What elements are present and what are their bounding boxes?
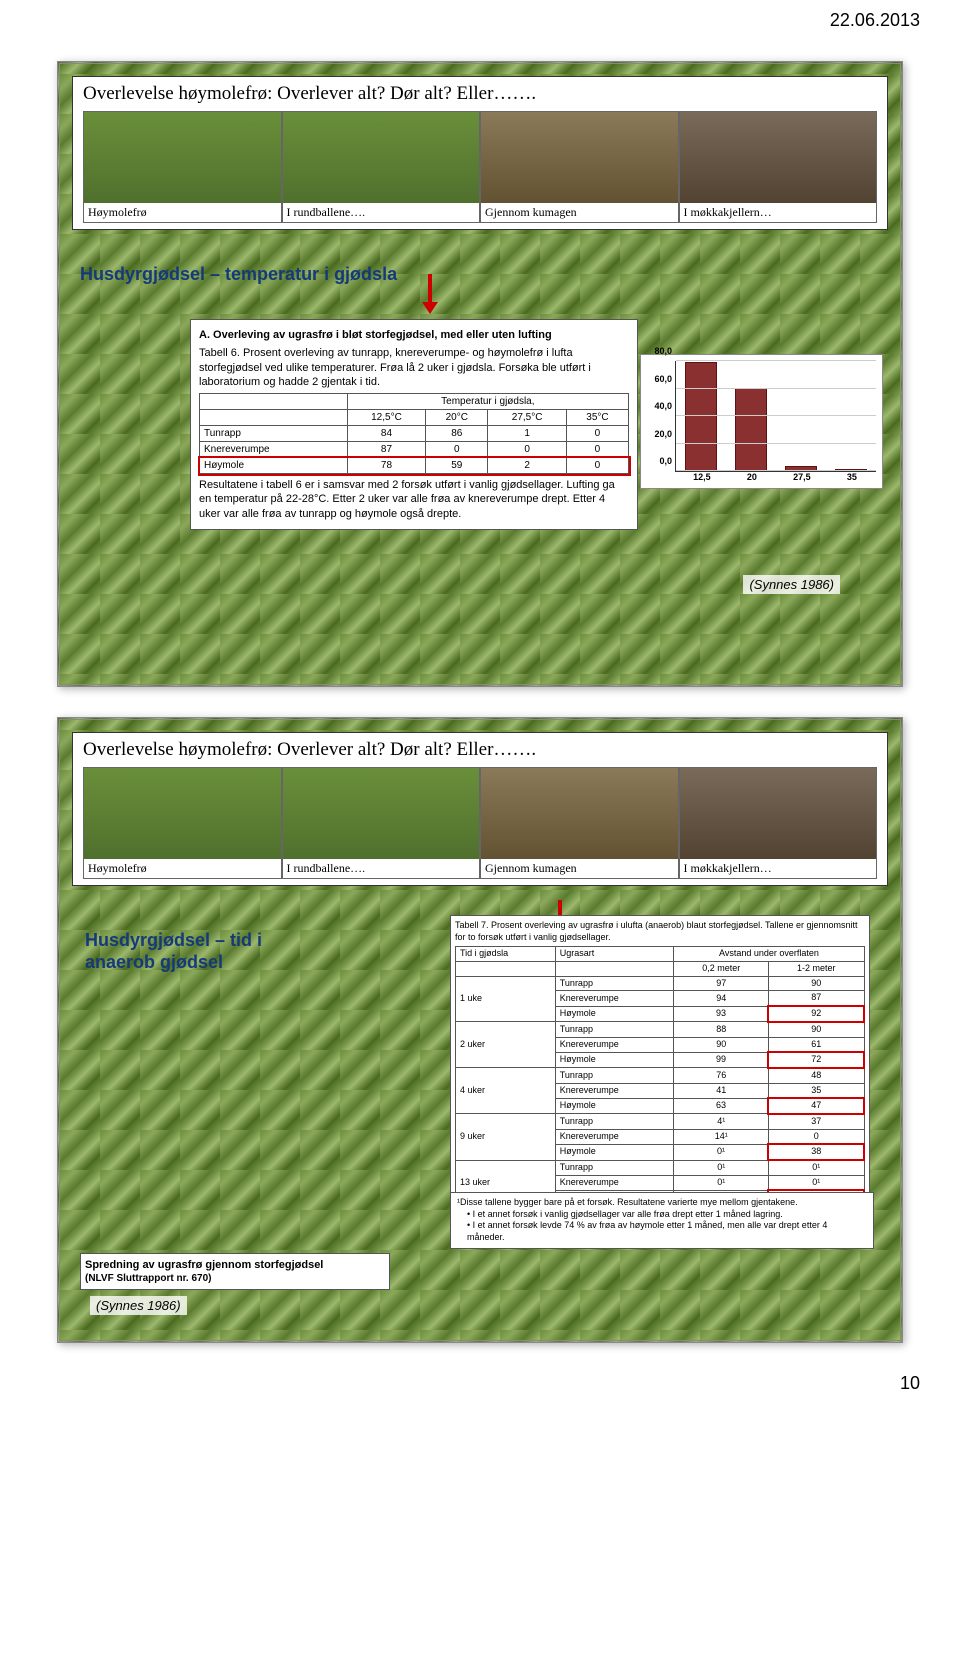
page-number: 10	[0, 1373, 960, 1414]
photo-hoymolefro: Høymolefrø	[83, 111, 282, 223]
photo-caption: Høymolefrø	[84, 859, 281, 878]
slide-header: Overlevelse høymolefrø: Overlever alt? D…	[72, 76, 888, 230]
table-caption: Tabell 6. Prosent overleving av tunrapp,…	[199, 346, 629, 389]
header-title: Overlevelse høymolefrø: Overlever alt? D…	[83, 83, 877, 105]
footnote: I et annet forsøk i vanlig gjødsellager …	[473, 1209, 783, 1219]
photo-rundballene: I rundballene….	[282, 111, 481, 223]
citation-1: (Synnes 1986)	[743, 575, 840, 594]
photo-kumagen-2: Gjennom kumagen	[480, 767, 679, 879]
photo-caption: I rundballene….	[283, 859, 480, 878]
photo-caption: I møkkakjellern…	[680, 203, 877, 222]
slide-1: Overlevelse høymolefrø: Overlever alt? D…	[57, 61, 903, 687]
photo-mokkakjellern: I møkkakjellern…	[679, 111, 878, 223]
chart-area: 0,020,040,060,080,0	[675, 361, 876, 472]
bar-chart: 0,020,040,060,080,0 12,52027,535	[640, 354, 883, 489]
spredning-title: Spredning av ugrasfrø gjennom storfegjød…	[85, 1258, 385, 1272]
result-text: Resultatene i tabell 6 er i samsvar med …	[199, 478, 629, 521]
spredning-sub: (NLVF Sluttrapport nr. 670)	[85, 1272, 385, 1285]
th: Avstand under overflaten	[674, 947, 864, 962]
subth: 0,2 meter	[674, 962, 769, 977]
slide2-title: Husdyrgjødsel – tid i anaerob gjødsel	[85, 930, 285, 973]
slide-2: Overlevelse høymolefrø: Overlever alt? D…	[57, 717, 903, 1343]
spredning-block: Spredning av ugrasfrø gjennom storfegjød…	[80, 1253, 390, 1290]
chart-bars	[676, 361, 876, 471]
table-7: Tid i gjødsla Ugrasart Avstand under ove…	[455, 946, 865, 1207]
footnotes: ¹Disse tallene bygger bare på et forsøk.…	[450, 1192, 874, 1249]
citation-2: (Synnes 1986)	[90, 1296, 187, 1315]
photo-row-2: Høymolefrø I rundballene…. Gjennom kumag…	[83, 767, 877, 879]
section-heading: A. Overleving av ugrasfrø i bløt storfeg…	[199, 328, 629, 342]
photo-caption: Gjennom kumagen	[481, 859, 678, 878]
photo-mokkakjellern-2: I møkkakjellern…	[679, 767, 878, 879]
photo-kumagen: Gjennom kumagen	[480, 111, 679, 223]
slide2-content: Tabell 7. Prosent overleving av ugrasfrø…	[450, 915, 870, 1212]
footnote: ¹Disse tallene bygger bare på et forsøk.…	[457, 1197, 867, 1209]
table-6: Temperatur i gjødsla, 12,5°C20°C27,5°C35…	[199, 393, 629, 474]
photo-hoymolefro-2: Høymolefrø	[83, 767, 282, 879]
photo-row: Høymolefrø I rundballene…. Gjennom kumag…	[83, 111, 877, 223]
photo-caption: Gjennom kumagen	[481, 203, 678, 222]
slide1-title: Husdyrgjødsel – temperatur i gjødsla	[80, 264, 397, 285]
photo-caption: I møkkakjellern…	[680, 859, 877, 878]
page-date: 22.06.2013	[0, 0, 960, 31]
chart-xlabels: 12,52027,535	[675, 472, 875, 482]
red-arrow-icon	[420, 274, 440, 314]
th: Tid i gjødsla	[456, 947, 556, 962]
photo-rundballene-2: I rundballene….	[282, 767, 481, 879]
slide1-content: A. Overleving av ugrasfrø i bløt storfeg…	[190, 319, 638, 530]
photo-caption: I rundballene….	[283, 203, 480, 222]
table7-caption: Tabell 7. Prosent overleving av ugrasfrø…	[455, 920, 865, 943]
th: Ugrasart	[555, 947, 674, 962]
col-header: Temperatur i gjødsla,	[347, 394, 628, 410]
subth: 1-2 meter	[768, 962, 864, 977]
footnote: I et annet forsøk levde 74 % av frøa av …	[467, 1220, 827, 1242]
slide-header-2: Overlevelse høymolefrø: Overlever alt? D…	[72, 732, 888, 886]
photo-caption: Høymolefrø	[84, 203, 281, 222]
header-title-2: Overlevelse høymolefrø: Overlever alt? D…	[83, 739, 877, 761]
